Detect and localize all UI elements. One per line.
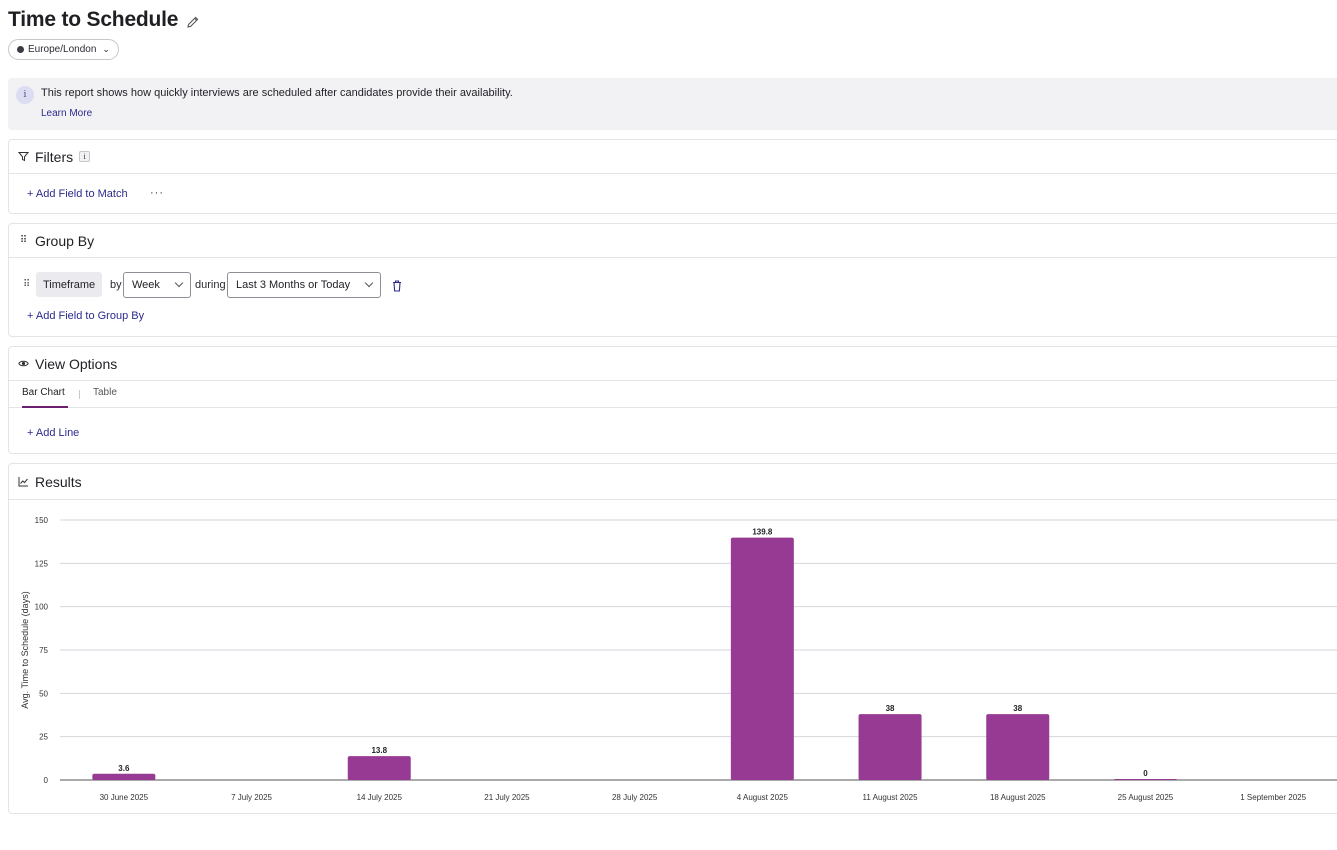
bar bbox=[858, 714, 922, 780]
page-title: Time to Schedule bbox=[8, 8, 179, 31]
y-tick-label: 150 bbox=[35, 516, 49, 525]
timeframe-chip[interactable]: Timeframe bbox=[36, 272, 103, 297]
x-tick-label: 7 July 2025 bbox=[231, 793, 272, 802]
y-axis-label: Avg. Time to Schedule (days) bbox=[20, 591, 30, 708]
group-by-header: ⠿ Group By bbox=[9, 224, 1337, 258]
row-drag-handle-icon[interactable]: ⠿ bbox=[23, 279, 30, 290]
x-tick-label: 30 June 2025 bbox=[100, 793, 149, 802]
learn-more-link[interactable]: Learn More bbox=[41, 108, 93, 119]
filters-info-icon[interactable]: i bbox=[79, 151, 91, 162]
bar-value-label: 139.8 bbox=[752, 528, 773, 537]
timezone-value: Europe/London bbox=[28, 44, 97, 55]
filters-panel: Filters i + Add Field to Match ··· bbox=[8, 139, 1337, 214]
x-tick-label: 18 August 2025 bbox=[990, 793, 1046, 802]
bar-value-label: 38 bbox=[886, 704, 895, 713]
line-chart-icon bbox=[18, 477, 28, 487]
results-panel: Results bbox=[8, 463, 1337, 814]
x-tick-label: 11 August 2025 bbox=[863, 793, 919, 802]
y-tick-label: 75 bbox=[39, 646, 48, 655]
trash-icon[interactable] bbox=[392, 280, 402, 292]
y-tick-label: 100 bbox=[35, 603, 49, 612]
bar-value-label: 38 bbox=[1013, 704, 1022, 713]
add-field-to-group-by-button[interactable]: + Add Field to Group By bbox=[27, 310, 145, 322]
pencil-icon[interactable] bbox=[186, 15, 200, 29]
results-title: Results bbox=[35, 473, 82, 490]
chevron-down-icon: ⌄ bbox=[102, 44, 110, 54]
y-tick-label: 0 bbox=[44, 776, 49, 785]
y-tick-label: 50 bbox=[39, 689, 48, 698]
tab-separator bbox=[79, 390, 80, 399]
x-tick-label: 25 August 2025 bbox=[1118, 793, 1174, 802]
view-tabs: Bar Chart Table bbox=[9, 381, 1337, 408]
tab-bar-chart[interactable]: Bar Chart bbox=[22, 387, 65, 398]
bar-value-label: 0 bbox=[1143, 769, 1148, 778]
interval-select[interactable]: Week bbox=[123, 272, 191, 298]
info-banner: i This report shows how quickly intervie… bbox=[8, 78, 1337, 130]
title-row: Time to Schedule bbox=[8, 8, 200, 32]
add-line-button[interactable]: + Add Line bbox=[27, 427, 80, 439]
y-tick-label: 25 bbox=[39, 733, 48, 742]
eye-icon bbox=[18, 360, 29, 367]
view-options-header: View Options bbox=[9, 347, 1337, 381]
bar bbox=[1113, 779, 1177, 780]
x-tick-label: 21 July 2025 bbox=[484, 793, 530, 802]
clock-icon bbox=[17, 46, 24, 53]
add-field-to-match-button[interactable]: + Add Field to Match bbox=[27, 188, 128, 200]
drag-handle-icon[interactable]: ⠿ bbox=[19, 235, 28, 246]
by-label: by bbox=[110, 279, 122, 291]
view-options-title: View Options bbox=[35, 355, 118, 372]
bar bbox=[986, 714, 1050, 780]
x-tick-label: 28 July 2025 bbox=[612, 793, 658, 802]
info-text: This report shows how quickly interviews… bbox=[41, 87, 513, 99]
bar bbox=[730, 537, 794, 780]
x-tick-label: 1 September 2025 bbox=[1240, 793, 1306, 802]
view-options-panel: View Options Bar Chart Table + Add Line bbox=[8, 346, 1337, 454]
timezone-selector[interactable]: Europe/London ⌄ bbox=[8, 39, 119, 60]
filters-title: Filters bbox=[35, 148, 74, 165]
info-icon: i bbox=[16, 86, 34, 104]
filter-icon bbox=[18, 152, 29, 162]
results-header: Results bbox=[9, 464, 1337, 500]
x-tick-label: 4 August 2025 bbox=[737, 793, 789, 802]
bar-value-label: 13.8 bbox=[371, 746, 387, 755]
bar bbox=[347, 756, 411, 780]
more-options-icon[interactable]: ··· bbox=[150, 187, 164, 199]
filters-header: Filters i bbox=[9, 140, 1337, 174]
range-value: Last 3 Months or Today bbox=[236, 279, 351, 291]
bar bbox=[92, 773, 156, 780]
interval-value: Week bbox=[132, 279, 160, 291]
bar-value-label: 3.6 bbox=[118, 764, 130, 773]
range-select[interactable]: Last 3 Months or Today bbox=[227, 272, 381, 298]
group-by-title: Group By bbox=[35, 232, 95, 249]
y-tick-label: 125 bbox=[35, 559, 49, 568]
tab-table[interactable]: Table bbox=[93, 387, 117, 398]
during-label: during bbox=[195, 279, 226, 291]
x-tick-label: 14 July 2025 bbox=[357, 793, 403, 802]
group-by-panel: ⠿ Group By ⠿ Timeframe by Week during La… bbox=[8, 223, 1337, 337]
active-tab-indicator bbox=[22, 406, 68, 408]
